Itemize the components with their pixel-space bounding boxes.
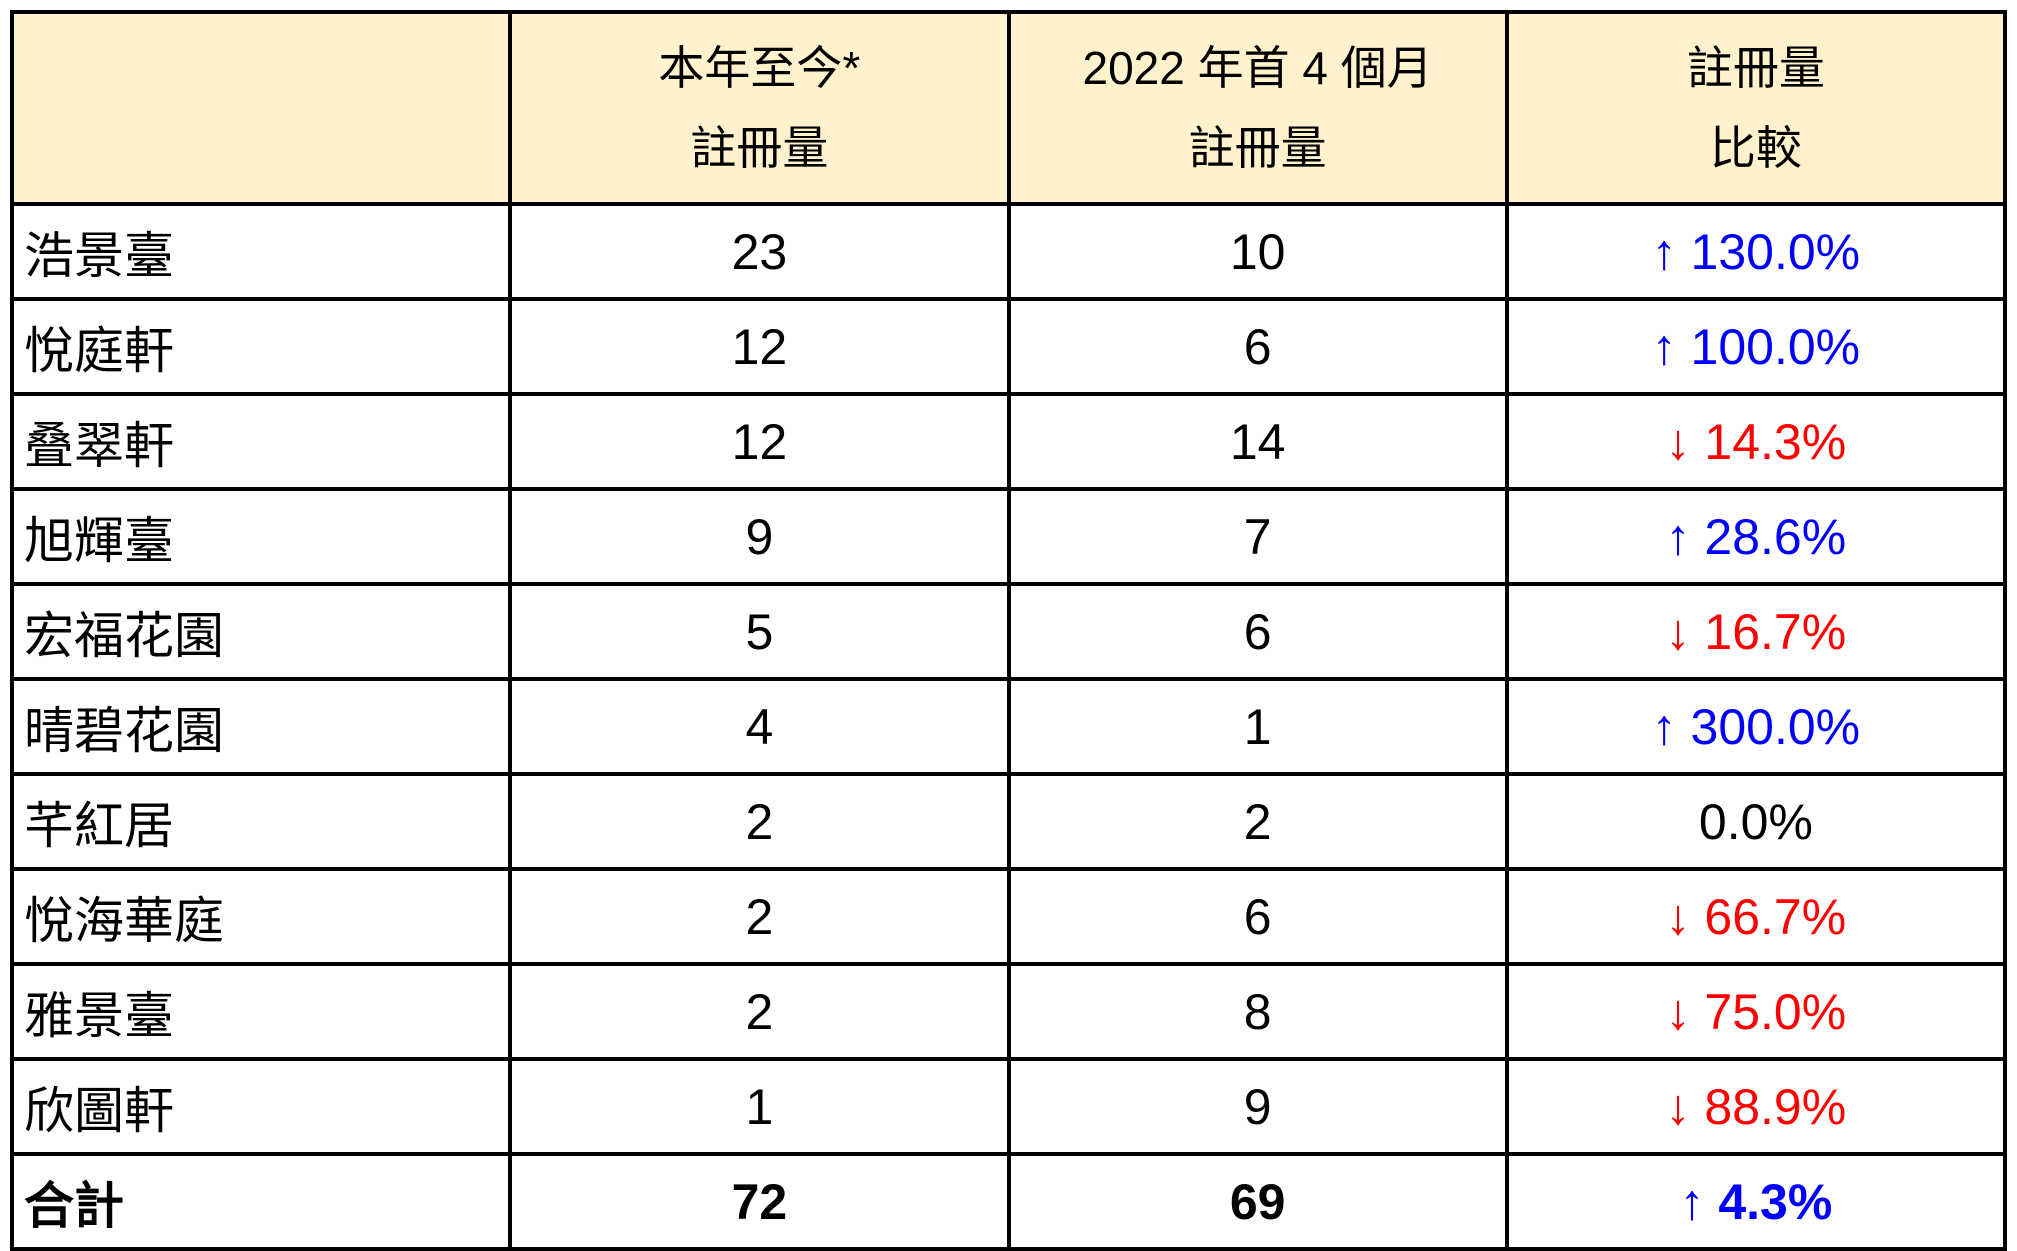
table-row: 欣圖軒 1 9 ↓ 88.9% [9,1057,2008,1156]
estate-name-cell: 欣圖軒 [9,1057,513,1156]
table-row-total: 合計 72 69 ↑ 4.3% [9,1152,2008,1251]
total-prev-cell: 69 [1006,1152,1509,1251]
change-cell: ↓ 14.3% [1504,392,2008,491]
change-cell: ↓ 88.9% [1504,1057,2008,1156]
ytd-value-cell: 1 [508,1057,1011,1156]
ytd-value-cell: 12 [508,297,1011,396]
registration-comparison-table: 本年至今* 註冊量 2022 年首 4 個月 註冊量 註冊量 比較 [9,10,2008,1251]
table-row: 宏福花園 5 6 ↓ 16.7% [9,582,2008,681]
prev-value-cell: 1 [1006,677,1509,776]
estate-name-cell: 宏福花園 [9,582,513,681]
header-estate-blank [9,10,513,206]
table-row: 叠翠軒 12 14 ↓ 14.3% [9,392,2008,491]
header-ytd: 本年至今* 註冊量 [508,10,1011,206]
prev-value-cell: 9 [1006,1057,1509,1156]
ytd-value-cell: 9 [508,487,1011,586]
change-cell: ↑ 300.0% [1504,677,2008,776]
prev-value-cell: 6 [1006,867,1509,966]
header-ytd-line2: 註冊量 [690,122,829,174]
header-prev-line2: 註冊量 [1188,122,1327,174]
header-change-line1: 註冊量 [1686,42,1825,94]
header-change-line2: 比較 [1709,122,1802,174]
estate-name-cell: 晴碧花園 [9,677,513,776]
header-prev-period: 2022 年首 4 個月 註冊量 [1006,10,1509,206]
ytd-value-cell: 4 [508,677,1011,776]
change-cell: ↓ 16.7% [1504,582,2008,681]
table-header: 本年至今* 註冊量 2022 年首 4 個月 註冊量 註冊量 比較 [9,10,2008,206]
registration-table-wrap: 本年至今* 註冊量 2022 年首 4 個月 註冊量 註冊量 比較 [9,10,2008,1251]
table-row: 雅景臺 2 8 ↓ 75.0% [9,962,2008,1061]
ytd-value-cell: 2 [508,867,1011,966]
prev-value-cell: 6 [1006,582,1509,681]
estate-name-cell: 悅海華庭 [9,867,513,966]
header-ytd-line1: 本年至今* [658,42,861,94]
table-row: 浩景臺 23 10 ↑ 130.0% [9,202,2008,301]
estate-name-cell: 浩景臺 [9,202,513,301]
change-cell: ↓ 66.7% [1504,867,2008,966]
ytd-value-cell: 2 [508,962,1011,1061]
estate-name-cell: 芊紅居 [9,772,513,871]
ytd-value-cell: 2 [508,772,1011,871]
total-change-cell: ↑ 4.3% [1504,1152,2008,1251]
table-body: 浩景臺 23 10 ↑ 130.0% 悅庭軒 12 6 ↑ 100.0% 叠翠軒… [9,202,2008,1251]
ytd-value-cell: 23 [508,202,1011,301]
ytd-value-cell: 12 [508,392,1011,491]
prev-value-cell: 10 [1006,202,1509,301]
prev-value-cell: 6 [1006,297,1509,396]
header-change: 註冊量 比較 [1504,10,2008,206]
change-cell: 0.0% [1504,772,2008,871]
estate-name-cell: 旭輝臺 [9,487,513,586]
prev-value-cell: 2 [1006,772,1509,871]
prev-value-cell: 14 [1006,392,1509,491]
table-row: 悅海華庭 2 6 ↓ 66.7% [9,867,2008,966]
change-cell: ↑ 28.6% [1504,487,2008,586]
table-row: 晴碧花園 4 1 ↑ 300.0% [9,677,2008,776]
table-row: 悅庭軒 12 6 ↑ 100.0% [9,297,2008,396]
change-cell: ↑ 130.0% [1504,202,2008,301]
header-row: 本年至今* 註冊量 2022 年首 4 個月 註冊量 註冊量 比較 [9,10,2008,206]
table-row: 芊紅居 2 2 0.0% [9,772,2008,871]
header-prev-line1: 2022 年首 4 個月 [1082,42,1433,94]
change-cell: ↑ 100.0% [1504,297,2008,396]
prev-value-cell: 7 [1006,487,1509,586]
table-row: 旭輝臺 9 7 ↑ 28.6% [9,487,2008,586]
estate-name-cell: 悅庭軒 [9,297,513,396]
prev-value-cell: 8 [1006,962,1509,1061]
total-ytd-cell: 72 [508,1152,1011,1251]
total-label-cell: 合計 [9,1152,513,1251]
estate-name-cell: 雅景臺 [9,962,513,1061]
estate-name-cell: 叠翠軒 [9,392,513,491]
ytd-value-cell: 5 [508,582,1011,681]
change-cell: ↓ 75.0% [1504,962,2008,1061]
